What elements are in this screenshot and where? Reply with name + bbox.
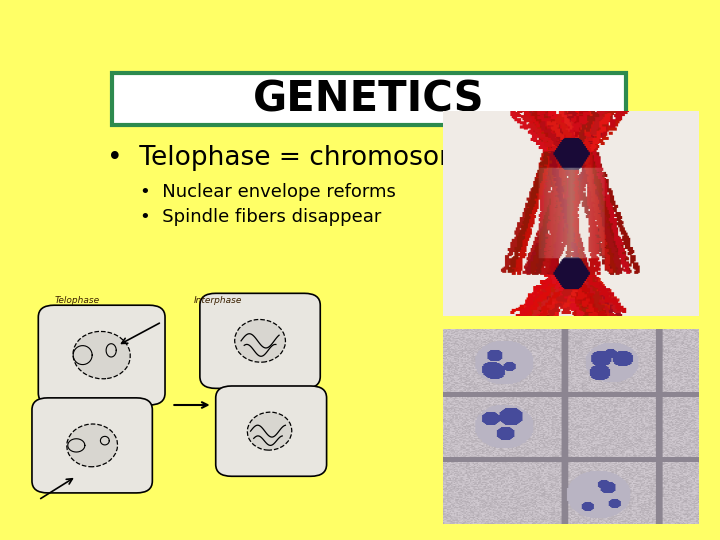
Text: •  Nuclear envelope reforms: • Nuclear envelope reforms	[140, 183, 396, 201]
Ellipse shape	[235, 320, 285, 362]
Ellipse shape	[67, 424, 117, 467]
FancyBboxPatch shape	[216, 386, 327, 476]
FancyBboxPatch shape	[32, 398, 153, 493]
Ellipse shape	[248, 412, 292, 450]
Text: GENETICS: GENETICS	[253, 78, 485, 120]
Text: Telophase: Telophase	[54, 296, 99, 305]
FancyBboxPatch shape	[112, 73, 626, 125]
Text: •  Telophase = chromosomes uncoil: • Telophase = chromosomes uncoil	[107, 145, 582, 171]
FancyBboxPatch shape	[38, 305, 165, 405]
Ellipse shape	[73, 332, 130, 379]
FancyBboxPatch shape	[200, 293, 320, 388]
Text: •  Spindle fibers disappear: • Spindle fibers disappear	[140, 207, 382, 226]
Text: Interphase: Interphase	[194, 296, 242, 305]
